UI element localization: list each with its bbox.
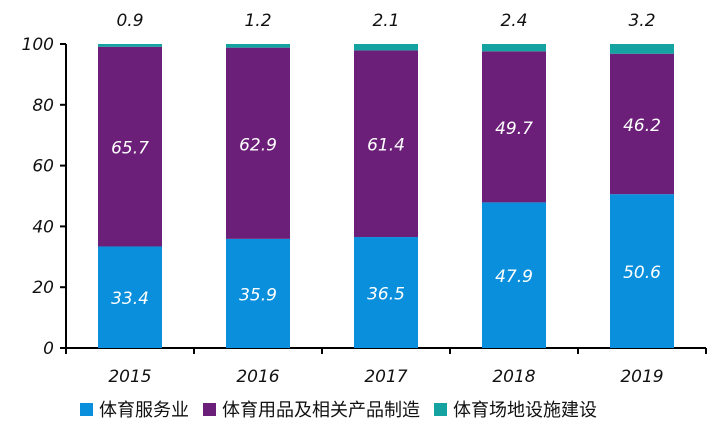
legend-label: 体育服务业 <box>99 400 189 421</box>
bar-segment <box>98 46 162 247</box>
data-label: 1.2 <box>244 11 271 31</box>
bar-segment <box>610 44 674 54</box>
x-tick-label: 2018 <box>492 367 535 387</box>
data-label: 0.9 <box>116 11 143 31</box>
data-label: 36.5 <box>367 285 405 305</box>
bar-segment <box>226 238 290 348</box>
x-tick-label: 2017 <box>364 367 407 387</box>
data-label: 62.9 <box>239 135 277 155</box>
data-label: 46.2 <box>623 116 661 136</box>
data-label: 47.9 <box>495 267 533 287</box>
legend-label: 体育用品及相关产品制造 <box>222 400 420 421</box>
y-tick-label: 60 <box>32 157 54 177</box>
y-tick-label: 80 <box>32 96 54 116</box>
bar-segment <box>482 202 546 348</box>
y-tick-label: 20 <box>32 278 54 298</box>
bar-segment <box>482 51 546 203</box>
legend-swatch <box>434 403 447 416</box>
bar-segment <box>226 44 290 48</box>
y-tick-label: 40 <box>32 217 54 237</box>
data-label: 65.7 <box>111 139 149 159</box>
x-tick-label: 2015 <box>108 367 151 387</box>
bar-segment <box>482 44 546 52</box>
data-label: 3.2 <box>628 11 655 31</box>
bar-segment <box>354 50 418 238</box>
data-label: 61.4 <box>367 136 405 156</box>
y-tick-label: 0 <box>43 339 54 359</box>
x-tick-label: 2019 <box>620 367 663 387</box>
legend-swatch <box>80 403 93 416</box>
legend-label: 体育场地设施建设 <box>453 400 597 421</box>
bar-segment <box>610 53 674 195</box>
bar-segment <box>354 44 418 51</box>
bar-segment <box>354 237 418 348</box>
y-tick-label: 100 <box>22 35 54 55</box>
data-label: 2.4 <box>500 11 527 31</box>
data-label: 35.9 <box>239 285 277 305</box>
bar-segment <box>610 194 674 348</box>
data-label: 49.7 <box>495 119 533 139</box>
legend-swatch <box>203 403 216 416</box>
bar-segment <box>98 246 162 348</box>
data-label: 50.6 <box>623 263 661 283</box>
data-label: 33.4 <box>111 289 149 309</box>
bar-segment <box>98 44 162 47</box>
data-label: 2.1 <box>372 11 399 31</box>
bar-segment <box>226 47 290 239</box>
x-tick-label: 2016 <box>236 367 279 387</box>
